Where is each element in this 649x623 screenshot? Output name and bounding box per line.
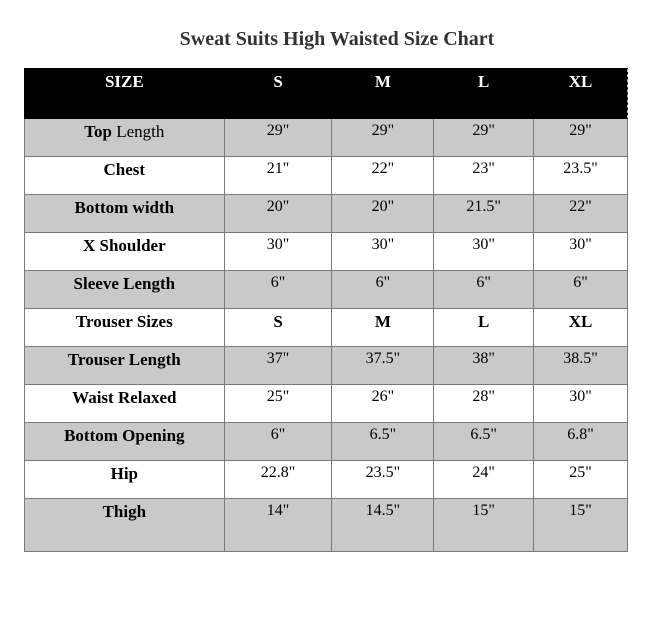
row-label: Trouser Sizes: [24, 308, 225, 347]
header-l: L: [433, 68, 535, 119]
header-s: S: [223, 68, 333, 119]
row-label: Top Length: [24, 118, 225, 157]
cell-value: 25": [533, 460, 628, 499]
cell-value: 20": [223, 194, 333, 233]
cell-value: 6": [223, 422, 333, 461]
row-label: Bottom width: [24, 194, 225, 233]
cell-value: 30": [331, 232, 435, 271]
row-label: Chest: [24, 156, 225, 195]
row-label: Hip: [24, 460, 225, 499]
header-row: SIZE S M L XL: [24, 68, 628, 119]
cell-value: 26": [331, 384, 435, 423]
cell-value: 20": [331, 194, 435, 233]
label-bold: Waist Relaxed: [72, 388, 177, 407]
cell-value: 25": [223, 384, 333, 423]
header-xl: XL: [533, 68, 628, 119]
cell-value: 30": [433, 232, 535, 271]
cell-value: 37": [223, 346, 333, 385]
cell-value: 6.5": [433, 422, 535, 461]
label-bold: Chest: [103, 160, 146, 179]
cell-value: 6": [223, 270, 333, 309]
cell-value: 30": [223, 232, 333, 271]
label-bold: Trouser Sizes: [75, 312, 173, 331]
table-row: Sleeve Length 6" 6" 6" 6": [24, 270, 628, 309]
cell-value: 15": [533, 498, 628, 552]
cell-value: 21": [223, 156, 333, 195]
table-row: Waist Relaxed 25" 26" 28" 30": [24, 384, 628, 423]
row-label: Thigh: [24, 498, 225, 552]
cell-value: 23.5": [533, 156, 628, 195]
label-bold: Hip: [110, 464, 139, 483]
row-label: Trouser Length: [24, 346, 225, 385]
cell-value: 6.5": [331, 422, 435, 461]
table-row: Thigh 14" 14.5" 15" 15": [24, 498, 628, 552]
row-label: Sleeve Length: [24, 270, 225, 309]
cell-value: 22.8": [223, 460, 333, 499]
cell-value: XL: [533, 308, 628, 347]
cell-value: M: [331, 308, 435, 347]
table-row: X Shoulder 30" 30" 30" 30": [24, 232, 628, 271]
row-label: X Shoulder: [24, 232, 225, 271]
cell-value: 6": [533, 270, 628, 309]
header-m: M: [331, 68, 435, 119]
table-row: Hip 22.8" 23.5" 24" 25": [24, 460, 628, 499]
row-label: Bottom Opening: [24, 422, 225, 461]
cell-value: 29": [433, 118, 535, 157]
row-label: Waist Relaxed: [24, 384, 225, 423]
cell-value: 6": [433, 270, 535, 309]
cell-value: 24": [433, 460, 535, 499]
cell-value: 37.5": [331, 346, 435, 385]
cell-value: 28": [433, 384, 535, 423]
cell-value: 23": [433, 156, 535, 195]
cell-value: 15": [433, 498, 535, 552]
table-row: Trouser Sizes S M L XL: [24, 308, 628, 347]
cell-value: 29": [331, 118, 435, 157]
cell-value: 38": [433, 346, 535, 385]
cell-value: 6.8": [533, 422, 628, 461]
label-bold: Sleeve Length: [73, 274, 176, 293]
cell-value: 21.5": [433, 194, 535, 233]
table-row: Bottom Opening 6" 6.5" 6.5" 6.8": [24, 422, 628, 461]
label-bold: X Shoulder: [82, 236, 166, 255]
cell-value: 30": [533, 232, 628, 271]
cell-value: 6": [331, 270, 435, 309]
cell-value: L: [433, 308, 535, 347]
cell-value: 29": [223, 118, 333, 157]
cell-value: 23.5": [331, 460, 435, 499]
table-row: Trouser Length 37" 37.5" 38" 38.5": [24, 346, 628, 385]
label-bold: Trouser Length: [67, 350, 181, 369]
cell-value: 38.5": [533, 346, 628, 385]
cell-value: 30": [533, 384, 628, 423]
table-row: Chest 21" 22" 23" 23.5": [24, 156, 628, 195]
label-rest: Length: [111, 122, 165, 141]
cell-value: S: [223, 308, 333, 347]
cell-value: 29": [533, 118, 628, 157]
label-bold: Bottom width: [74, 198, 175, 217]
chart-title: Sweat Suits High Waisted Size Chart: [179, 28, 495, 50]
table-row: Bottom width 20" 20" 21.5" 22": [24, 194, 628, 233]
cell-value: 22": [331, 156, 435, 195]
header-size: SIZE: [24, 68, 225, 119]
cell-value: 22": [533, 194, 628, 233]
label-bold: Thigh: [102, 502, 147, 521]
size-chart-table: SIZE S M L XL Top Length 29" 29" 29" 29" Ches…: [24, 68, 628, 552]
label-bold: Top: [84, 122, 112, 141]
label-bold: Bottom Opening: [64, 426, 185, 445]
cell-value: 14": [223, 498, 333, 552]
cell-value: 14.5": [331, 498, 435, 552]
table-row: Top Length 29" 29" 29" 29": [24, 118, 628, 157]
